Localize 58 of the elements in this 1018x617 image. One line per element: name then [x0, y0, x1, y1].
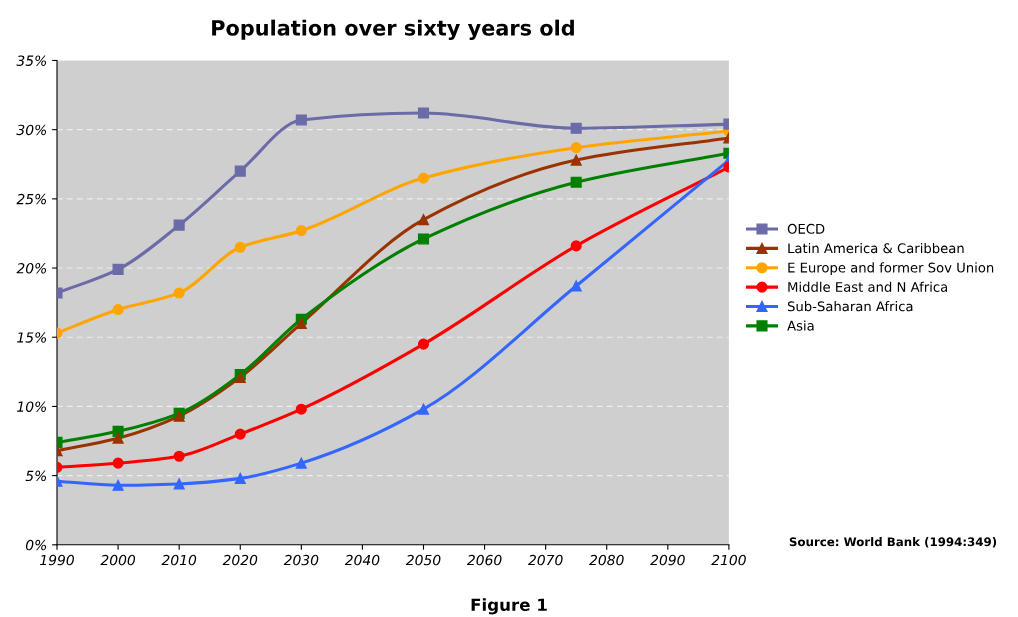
x-tick-label: 2050 — [405, 554, 441, 566]
point — [234, 428, 246, 440]
point — [295, 457, 307, 469]
point — [295, 114, 307, 126]
y-tick-label: 15% — [17, 332, 47, 343]
x-tick-label: 2020 — [222, 554, 258, 566]
legend-label: Sub-Saharan Africa — [787, 301, 913, 312]
source-note: Source: World Bank (1994:349) — [789, 537, 997, 548]
y-tick-label: 0% — [25, 539, 47, 551]
point — [570, 154, 582, 166]
point — [295, 403, 307, 415]
point — [112, 457, 124, 469]
y-tick-label: 25% — [16, 193, 47, 205]
point — [570, 280, 582, 292]
y-tick-label: 20% — [16, 263, 47, 274]
legend-label: E Europe and former Sov Union — [788, 262, 994, 276]
point — [417, 233, 430, 245]
point — [417, 107, 430, 119]
caption: Figure 1 — [471, 598, 547, 615]
point — [112, 263, 124, 275]
x-tick-label: 2010 — [161, 554, 197, 566]
point — [417, 403, 430, 415]
point — [570, 122, 582, 134]
y-tick-label: 10% — [17, 401, 47, 412]
x-tick-label: 2030 — [283, 554, 319, 566]
chart-title: Population over sixty years old — [212, 19, 574, 40]
x-tick-label: 2100 — [711, 554, 746, 566]
legend-label: Middle East and N Africa — [788, 281, 948, 292]
legend-label: Asia — [787, 320, 814, 331]
point — [234, 241, 246, 253]
point — [417, 172, 430, 184]
point — [112, 432, 124, 444]
x-tick-label: 2080 — [589, 554, 624, 566]
y-tick-label: 35% — [16, 55, 47, 66]
point — [173, 219, 185, 231]
point — [234, 472, 246, 484]
point — [173, 450, 185, 462]
point — [112, 479, 124, 491]
x-tick-label: 2000 — [100, 554, 136, 566]
point — [570, 176, 582, 188]
y-tick-label: 30% — [16, 124, 47, 136]
x-tick-label: 2070 — [528, 554, 563, 566]
legend-label: OECD — [787, 223, 825, 234]
point — [295, 225, 307, 237]
x-tick-label: 2060 — [466, 554, 502, 566]
point — [234, 165, 246, 177]
x-tick-label: 2040 — [344, 554, 380, 566]
point — [570, 142, 582, 154]
x-tick-label: 2090 — [650, 554, 685, 566]
point — [112, 304, 124, 316]
point — [417, 338, 430, 350]
point — [570, 240, 582, 252]
y-tick-label: 5% — [25, 470, 47, 482]
point — [173, 287, 185, 299]
legend-label: Latin America & Caribbean — [788, 242, 964, 254]
x-tick-label: 1990 — [40, 554, 74, 566]
point — [417, 214, 430, 226]
point — [173, 478, 185, 490]
